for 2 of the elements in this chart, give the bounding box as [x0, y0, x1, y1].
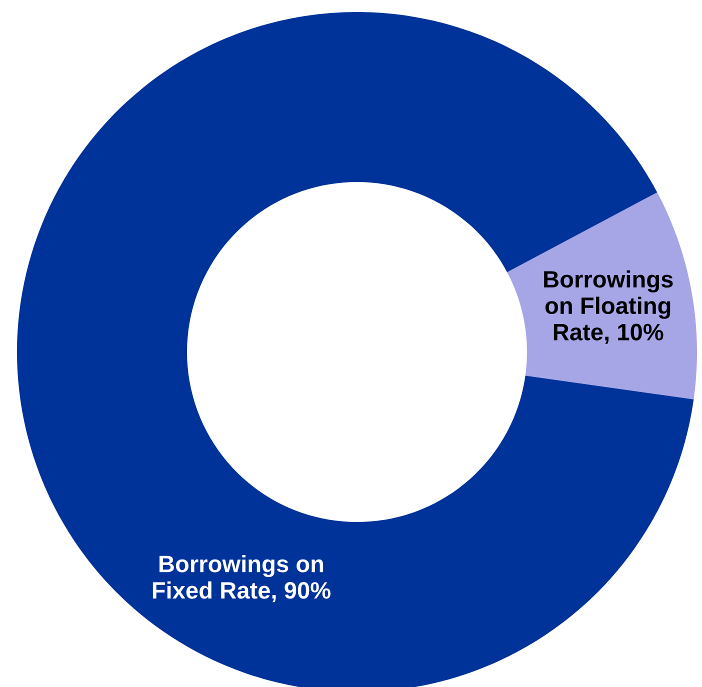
slice-label: Borrowings on Floating Rate, 10% [544, 270, 673, 344]
slice-label: Borrowings on Fixed Rate, 90% [152, 555, 331, 602]
